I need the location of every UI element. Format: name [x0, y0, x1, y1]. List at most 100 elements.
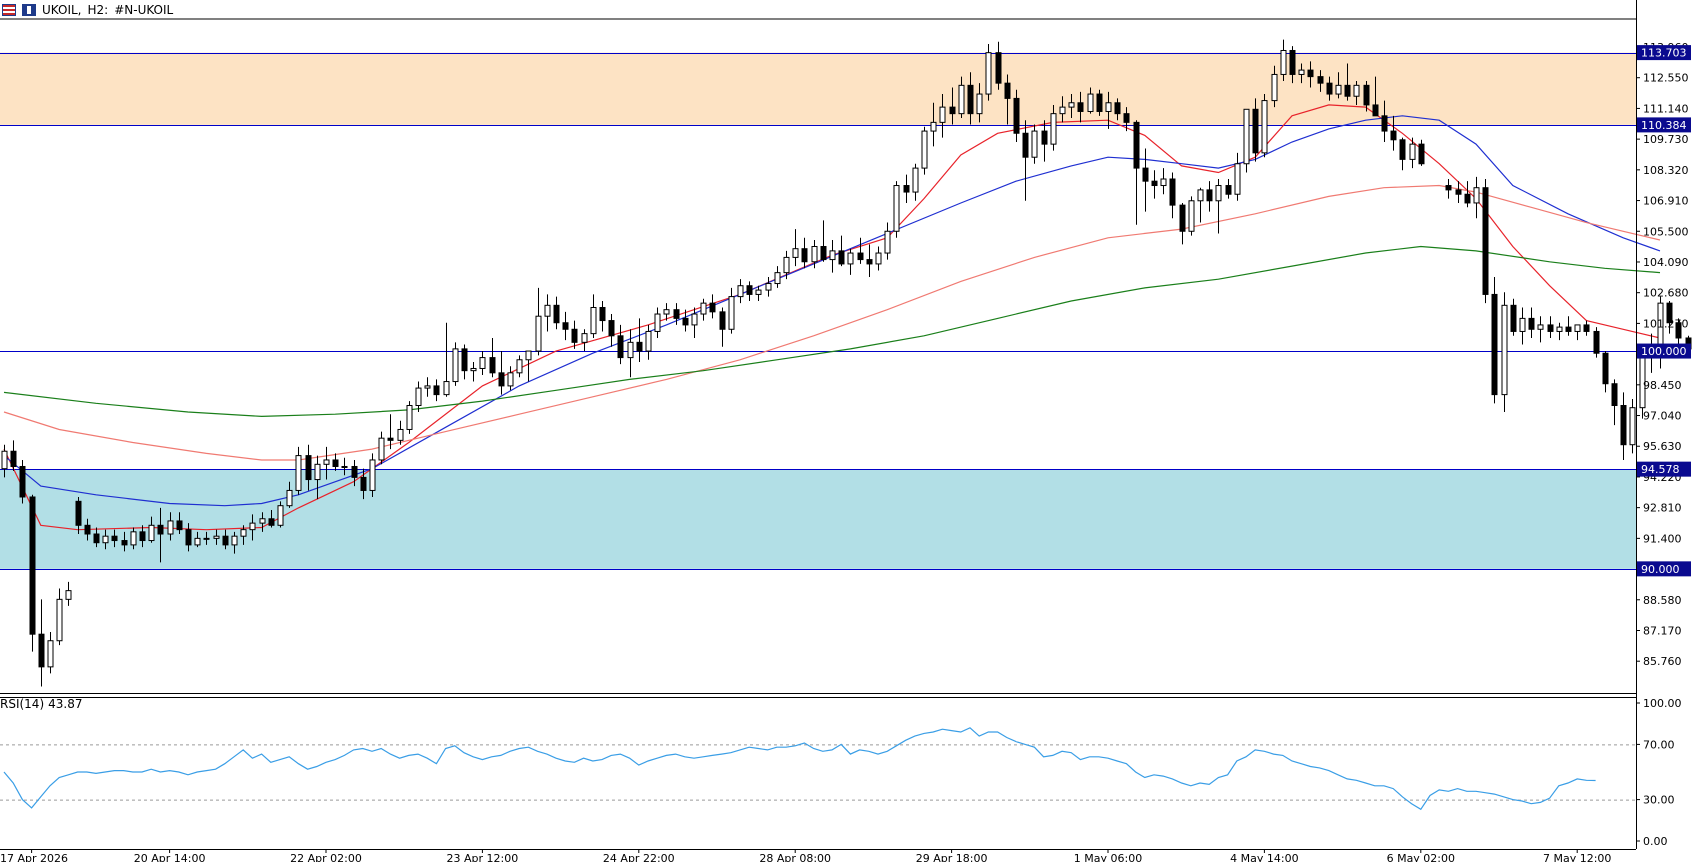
candle[interactable]	[949, 87, 956, 125]
candle[interactable]	[351, 459, 358, 487]
candle[interactable]	[719, 307, 726, 347]
candle[interactable]	[1381, 100, 1388, 142]
candle[interactable]	[1050, 104, 1057, 151]
candle[interactable]	[185, 523, 192, 552]
candle[interactable]	[1473, 176, 1480, 219]
candle[interactable]	[47, 632, 54, 674]
candle[interactable]	[1059, 96, 1066, 123]
candle[interactable]	[792, 229, 799, 267]
candle[interactable]	[259, 512, 266, 532]
candle[interactable]	[341, 457, 348, 476]
candle[interactable]	[893, 181, 900, 238]
candle[interactable]	[673, 303, 680, 325]
candle[interactable]	[1629, 398, 1636, 454]
candle[interactable]	[231, 531, 238, 554]
candle[interactable]	[222, 529, 229, 550]
candle[interactable]	[755, 285, 762, 301]
candle[interactable]	[102, 529, 109, 550]
candle[interactable]	[1243, 108, 1250, 173]
candle[interactable]	[995, 41, 1002, 90]
candle[interactable]	[29, 494, 36, 652]
candle[interactable]	[479, 351, 486, 376]
candle[interactable]	[691, 307, 698, 338]
candle[interactable]	[1013, 89, 1020, 142]
candle[interactable]	[19, 459, 26, 504]
candle[interactable]	[1261, 94, 1268, 158]
candle[interactable]	[700, 298, 707, 321]
candle[interactable]	[1372, 76, 1379, 117]
candle[interactable]	[433, 379, 440, 402]
candle[interactable]	[599, 300, 606, 332]
candle[interactable]	[590, 294, 597, 338]
candle[interactable]	[737, 279, 744, 304]
candle[interactable]	[1519, 307, 1526, 345]
candle[interactable]	[470, 361, 477, 382]
candle[interactable]	[654, 307, 661, 338]
candle[interactable]	[847, 248, 854, 275]
candle[interactable]	[1611, 379, 1618, 426]
candle[interactable]	[1206, 181, 1213, 212]
candle[interactable]	[1142, 148, 1149, 212]
candle[interactable]	[1096, 89, 1103, 116]
candle[interactable]	[1031, 124, 1038, 164]
candle[interactable]	[213, 529, 220, 545]
candle[interactable]	[305, 444, 312, 491]
candle[interactable]	[875, 246, 882, 271]
candle[interactable]	[1666, 300, 1673, 334]
candle[interactable]	[884, 222, 891, 260]
candle[interactable]	[1077, 91, 1084, 123]
candle[interactable]	[507, 366, 514, 391]
candle[interactable]	[452, 342, 459, 386]
candle[interactable]	[323, 446, 330, 480]
candle[interactable]	[295, 446, 302, 495]
candle[interactable]	[1298, 63, 1305, 84]
candle[interactable]	[682, 309, 689, 332]
candle[interactable]	[838, 235, 845, 267]
candle[interactable]	[1068, 94, 1075, 119]
candle[interactable]	[249, 514, 256, 541]
candle[interactable]	[148, 516, 155, 543]
candle[interactable]	[525, 350, 532, 382]
candle[interactable]	[709, 294, 716, 319]
candle[interactable]	[1004, 74, 1011, 125]
candle[interactable]	[1455, 181, 1462, 203]
candle[interactable]	[1491, 277, 1498, 404]
candle[interactable]	[866, 244, 873, 278]
candle[interactable]	[1087, 87, 1094, 114]
candle[interactable]	[443, 322, 450, 397]
candle[interactable]	[1215, 178, 1222, 234]
candle[interactable]	[1335, 72, 1342, 99]
candle[interactable]	[912, 163, 919, 201]
candle[interactable]	[1225, 178, 1232, 199]
candle[interactable]	[1160, 168, 1167, 195]
candle[interactable]	[746, 281, 753, 301]
candle[interactable]	[1280, 39, 1287, 81]
candle[interactable]	[378, 431, 385, 465]
candle[interactable]	[1114, 98, 1121, 121]
candle[interactable]	[130, 527, 137, 550]
candle[interactable]	[360, 468, 367, 500]
candle[interactable]	[1547, 316, 1554, 338]
candle[interactable]	[1234, 152, 1241, 201]
candle[interactable]	[811, 239, 818, 269]
candle[interactable]	[1583, 320, 1590, 336]
candle[interactable]	[581, 329, 588, 352]
candlesticks[interactable]	[1, 39, 1692, 687]
rsi-panel[interactable]: 100.00 70.00 30.00 0.00	[0, 697, 1682, 848]
candle[interactable]	[332, 453, 339, 471]
candle[interactable]	[1675, 318, 1682, 347]
candle[interactable]	[783, 250, 790, 280]
candle[interactable]	[139, 525, 146, 548]
candle[interactable]	[801, 237, 808, 269]
candle[interactable]	[38, 599, 45, 687]
candle[interactable]	[1399, 137, 1406, 171]
candle[interactable]	[774, 266, 781, 288]
candle[interactable]	[1409, 137, 1416, 169]
candle[interactable]	[406, 401, 413, 434]
candle[interactable]	[1556, 322, 1563, 341]
candle[interactable]	[1197, 187, 1204, 223]
candle[interactable]	[157, 507, 164, 563]
candle[interactable]	[608, 314, 615, 347]
candle[interactable]	[498, 351, 505, 395]
candle[interactable]	[663, 303, 670, 321]
